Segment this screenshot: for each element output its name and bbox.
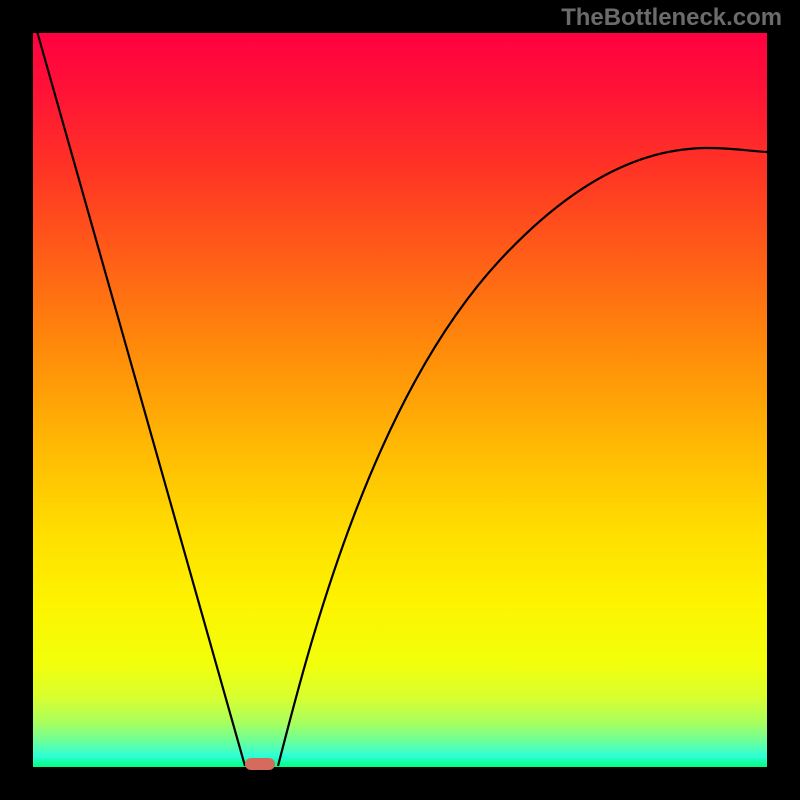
plot-gradient-area: [33, 33, 767, 767]
chart-frame: TheBottleneck.com: [0, 0, 800, 800]
watermark-text: TheBottleneck.com: [561, 4, 782, 32]
